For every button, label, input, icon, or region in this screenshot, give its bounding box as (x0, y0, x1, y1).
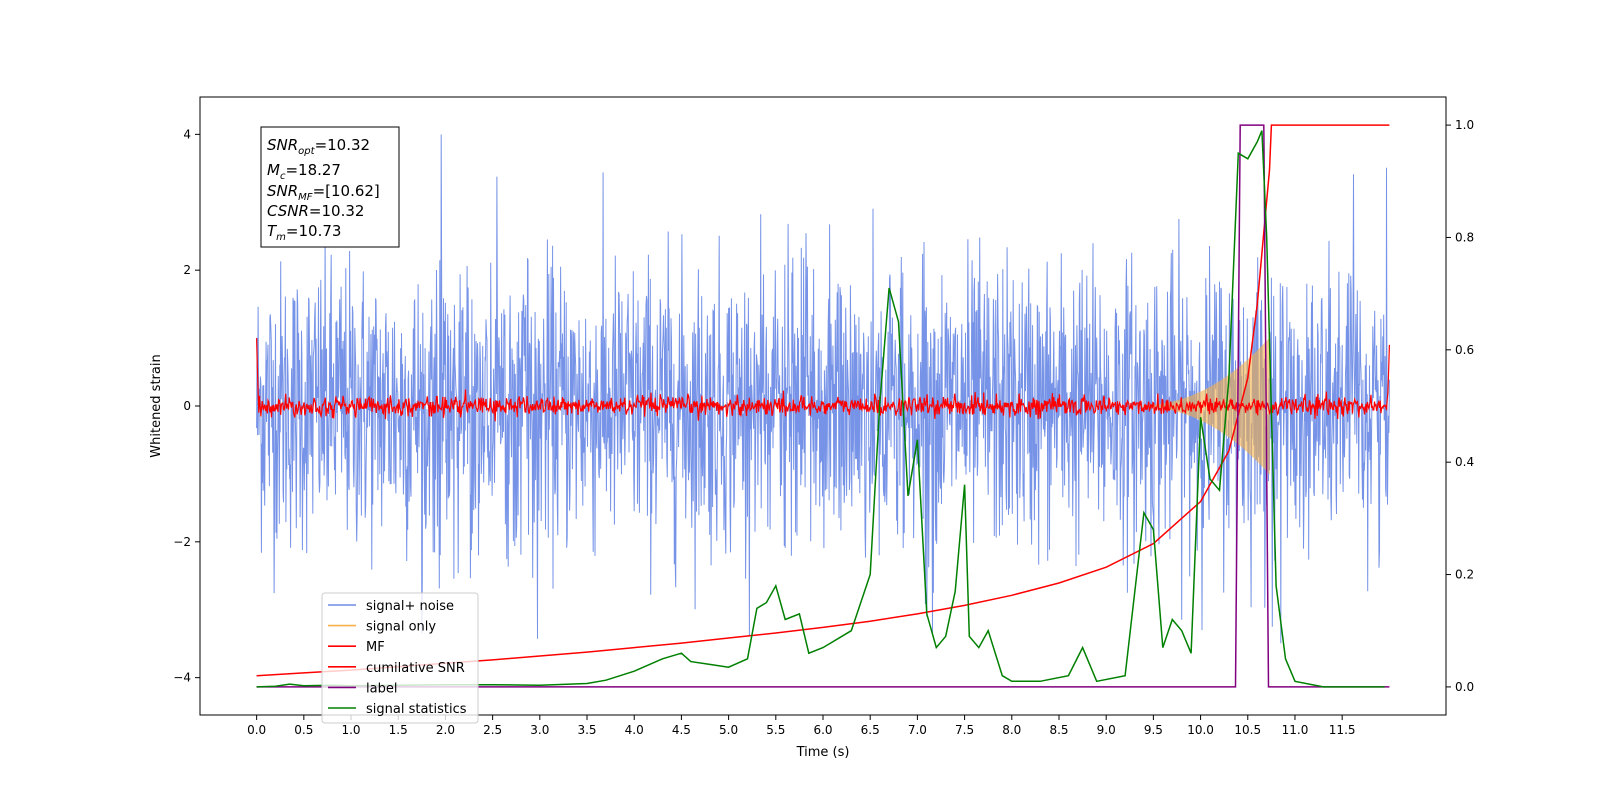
y2-tick-label: 0.8 (1455, 230, 1474, 244)
y2-tick-label: 0.6 (1455, 343, 1474, 357)
x-tick-label: 3.0 (530, 723, 549, 737)
x-tick-label: 0.5 (294, 723, 313, 737)
mc-text: Mc=18.27 (267, 161, 341, 182)
x-tick-label: 5.0 (719, 723, 738, 737)
x-tick-label: 9.0 (1097, 723, 1116, 737)
legend-label: signal only (366, 620, 436, 635)
x-tick-label: 1.5 (389, 723, 408, 737)
x-tick-label: 8.0 (1002, 723, 1021, 737)
y-axis-right: 1.0 0.8 0.6 0.4 0.2 0.0 (1446, 118, 1474, 694)
legend-label: signal statistics (366, 702, 467, 717)
signal-noise-line (256, 134, 1390, 644)
x-tick-label: 4.0 (625, 723, 644, 737)
x-tick-label: 6.5 (861, 723, 880, 737)
x-tick-label: 7.0 (908, 723, 927, 737)
x-tick-label: 6.0 (813, 723, 832, 737)
x-tick-label: 8.5 (1049, 723, 1068, 737)
x-tick-label: 11.5 (1329, 723, 1356, 737)
legend-label: cumilative SNR (366, 661, 465, 676)
x-axis-label: Time (s) (796, 745, 850, 760)
csnr-text: CSNR=10.32 (267, 202, 364, 220)
x-tick-label: 4.5 (672, 723, 691, 737)
y2-tick-label: 0.4 (1455, 455, 1474, 469)
y-tick-label: −4 (173, 671, 191, 685)
y-tick-label: 2 (183, 263, 191, 277)
x-axis: 0.0 0.5 1.0 1.5 2.0 2.5 3.0 3.5 4.0 4.5 5.0 5.5 6.0 6… (247, 715, 1356, 737)
y2-tick-label: 1.0 (1455, 118, 1474, 132)
label-line (256, 124, 1390, 688)
snr-opt-text: SNRopt=10.32 (267, 136, 370, 157)
legend-label: signal+ noise (366, 599, 454, 614)
x-tick-label: 2.0 (436, 723, 455, 737)
x-tick-label: 3.5 (577, 723, 596, 737)
x-tick-label: 1.0 (341, 723, 360, 737)
legend: signal+ noise signal only MF cumilative SNR… (321, 592, 479, 724)
y-tick-label: −2 (173, 535, 191, 549)
y2-tick-label: 0.0 (1455, 680, 1474, 694)
y-tick-label: 0 (183, 399, 191, 413)
signal-statistics-line (256, 130, 1385, 688)
x-tick-label: 0.0 (247, 723, 266, 737)
y-axis-label: Whitened strain (149, 354, 164, 457)
legend-box (321, 592, 479, 724)
annotation-box: SNRopt=10.32 Mc=18.27 SNRMF=[10.62] CSNR… (260, 126, 400, 248)
legend-label: label (366, 681, 397, 696)
x-tick-label: 10.5 (1234, 723, 1261, 737)
y2-tick-label: 0.2 (1455, 568, 1474, 582)
x-tick-label: 5.5 (766, 723, 785, 737)
tm-text: Tm=10.73 (267, 222, 341, 243)
legend-label: MF (366, 640, 385, 655)
x-tick-label: 11.0 (1282, 723, 1309, 737)
y-axis-left: 4 2 0 −2 −4 (173, 127, 200, 685)
mf-line (256, 338, 1390, 422)
x-tick-label: 10.0 (1187, 723, 1214, 737)
x-tick-label: 2.5 (483, 723, 502, 737)
plot-area (256, 124, 1390, 688)
x-tick-label: 7.5 (955, 723, 974, 737)
y-tick-label: 4 (183, 127, 191, 141)
snr-mf-text: SNRMF=[10.62] (267, 182, 380, 203)
x-tick-label: 9.5 (1144, 723, 1163, 737)
